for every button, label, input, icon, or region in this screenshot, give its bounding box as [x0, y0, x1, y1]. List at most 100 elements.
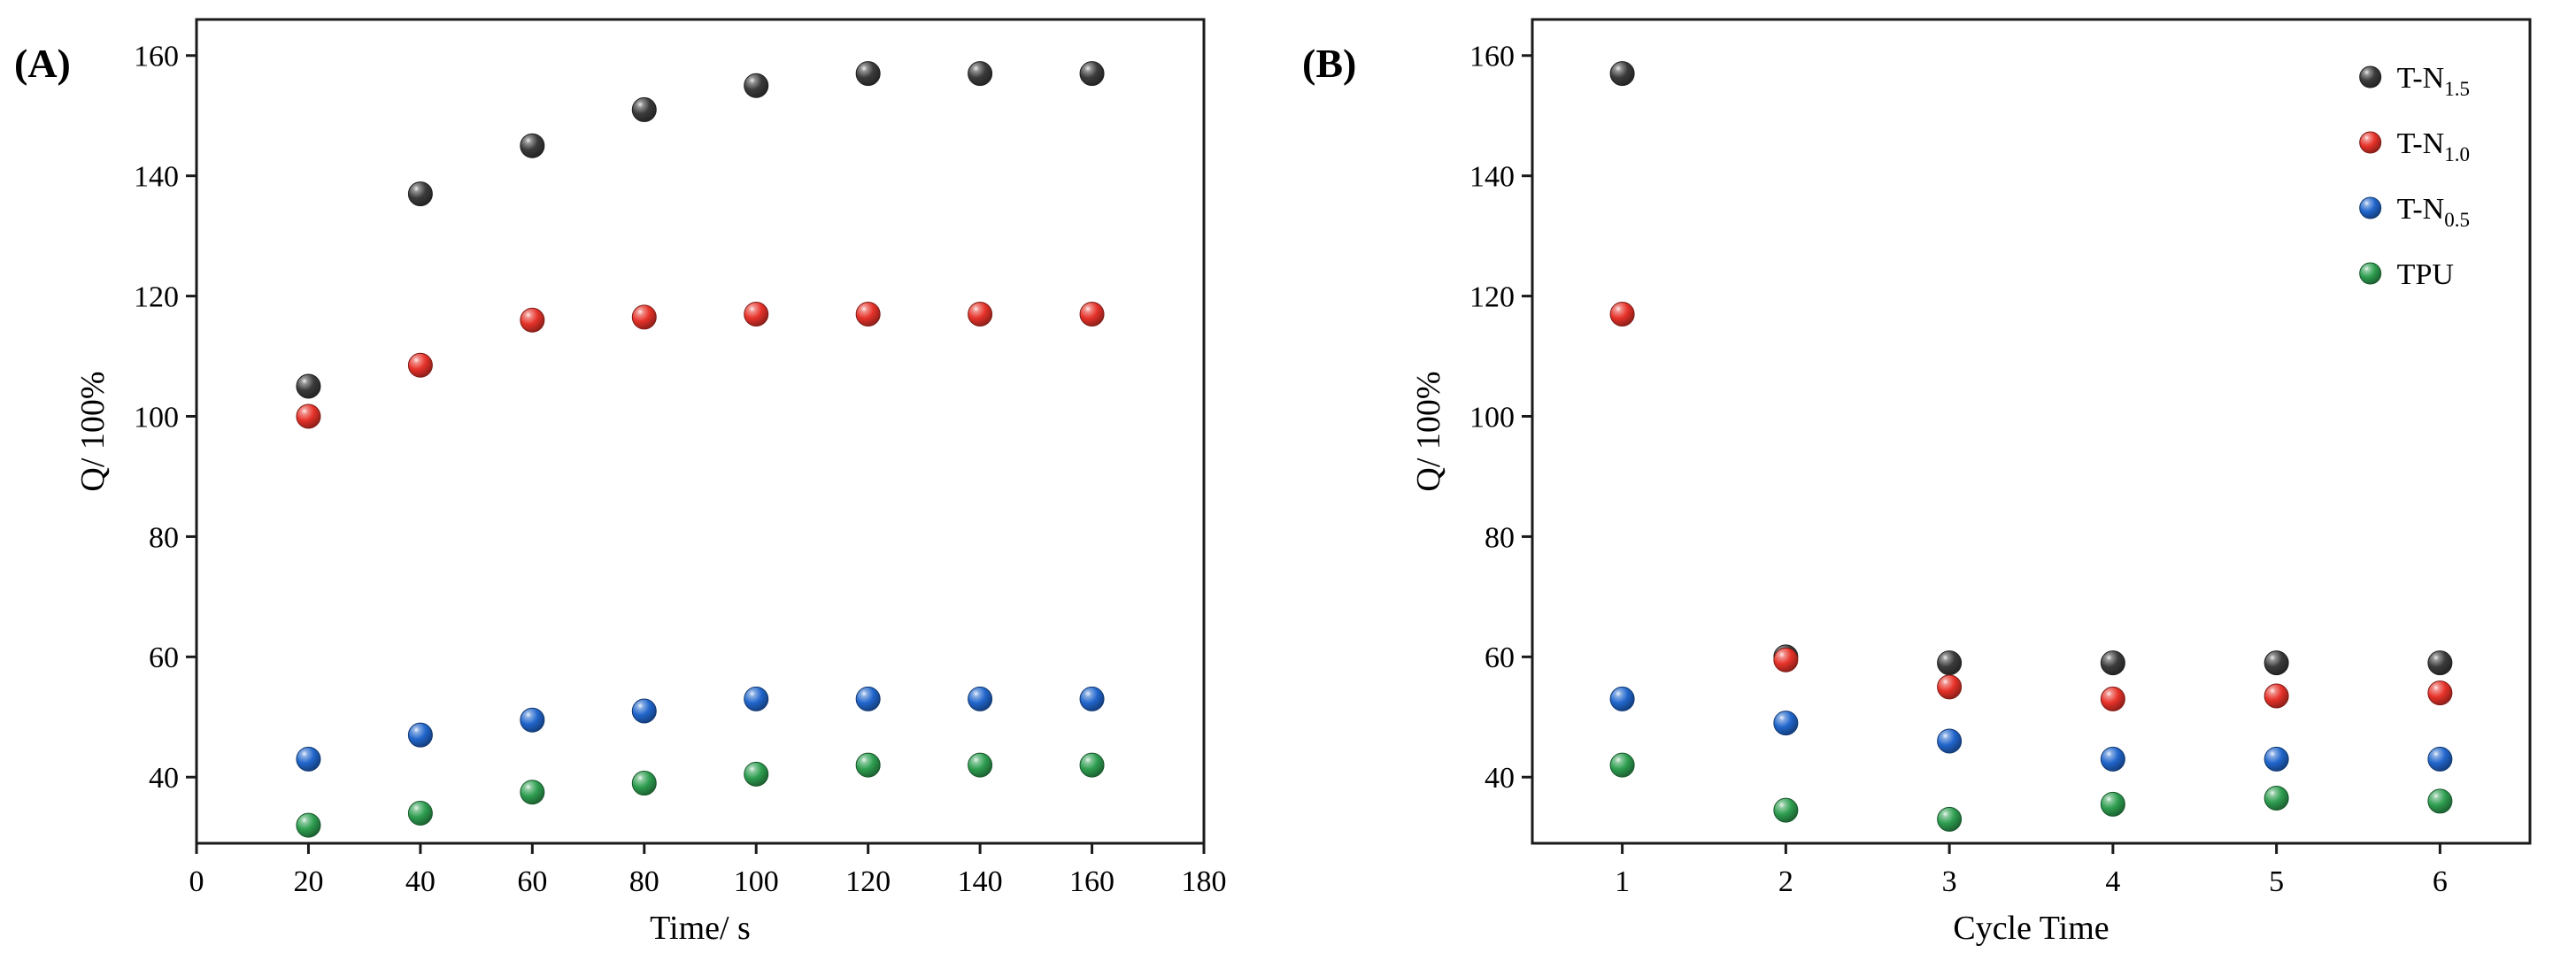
x-tick-label: 140 [958, 865, 1003, 898]
data-point-T-N1.5 [2427, 650, 2453, 676]
data-point-T-N1.0 [968, 301, 993, 327]
y-tick-label: 40 [149, 762, 179, 795]
legend-marker-T-N1.5 [2359, 65, 2382, 88]
data-point-T-N1.0 [2427, 680, 2453, 706]
legend-label-T-N1.5: T-N1.5 [2397, 62, 2470, 100]
data-point-TPU [1079, 752, 1105, 778]
chart-panel-B: 1 2 3 4 5 6 40 60 80 100 120 140 160 Cycle Time Q/ 100… [1302, 18, 2532, 947]
data-point-T-N0.5 [2427, 746, 2453, 772]
x-tick-label: 6 [2433, 865, 2448, 898]
y-tick-label: 60 [1485, 642, 1515, 674]
data-point-T-N1.5 [1937, 650, 1963, 676]
data-point-TPU [407, 801, 433, 826]
data-point-T-N0.5 [855, 686, 881, 711]
data-point-TPU [744, 761, 769, 787]
data-point-TPU [2427, 788, 2453, 814]
data-point-T-N0.5 [407, 722, 433, 748]
x-tick-label: 2 [1778, 865, 1793, 898]
data-point-T-N1.5 [631, 96, 657, 122]
data-point-T-N1.5 [407, 181, 433, 207]
data-point-T-N0.5 [968, 686, 993, 711]
x-tick-label: 1 [1615, 865, 1630, 898]
data-point-T-N0.5 [296, 746, 321, 772]
x-axis-label: Cycle Time [1953, 910, 2109, 947]
y-tick-label: 80 [1485, 521, 1515, 554]
data-point-T-N0.5 [1079, 686, 1105, 711]
y-tick-label: 140 [1469, 161, 1515, 194]
x-tick-label: 3 [1942, 865, 1957, 898]
data-point-T-N1.5 [855, 61, 881, 87]
legend-label-T-N1.0: T-N1.0 [2397, 127, 2470, 165]
data-point-T-N0.5 [1773, 711, 1799, 736]
data-point-T-N1.0 [855, 301, 881, 327]
data-point-T-N1.0 [1079, 301, 1105, 327]
x-axis-label: Time/ s [650, 910, 751, 947]
data-point-T-N1.0 [2264, 683, 2289, 709]
data-point-T-N1.5 [2100, 650, 2125, 676]
data-point-TPU [2264, 786, 2289, 811]
y-tick-label: 100 [134, 401, 179, 434]
plot-frame [195, 18, 1206, 845]
x-tick-label: 5 [2269, 865, 2284, 898]
panel-label: (A) [14, 41, 71, 86]
legend-label-TPU: TPU [2397, 258, 2454, 291]
legend-label-T-N0.5: T-N0.5 [2397, 193, 2470, 231]
y-tick-label: 40 [1485, 762, 1515, 795]
legend-marker-T-N1.0 [2359, 131, 2382, 154]
data-point-T-N1.0 [1937, 674, 1963, 700]
data-point-T-N1.0 [1609, 301, 1635, 327]
y-tick-label: 120 [1469, 281, 1515, 313]
legend-marker-T-N0.5 [2359, 196, 2382, 219]
data-point-T-N1.0 [2100, 686, 2125, 711]
y-tick-label: 100 [1469, 401, 1515, 434]
data-point-T-N1.5 [1079, 61, 1105, 87]
y-tick-label: 60 [149, 642, 179, 674]
data-point-TPU [1609, 752, 1635, 778]
data-point-T-N0.5 [744, 686, 769, 711]
y-tick-label: 160 [1469, 41, 1515, 73]
data-point-T-N1.0 [744, 301, 769, 327]
x-tick-label: 180 [1182, 865, 1227, 898]
y-axis-label: Q/ 100% [74, 371, 112, 491]
data-point-T-N1.0 [407, 352, 433, 378]
data-point-T-N1.0 [631, 304, 657, 330]
data-point-T-N1.0 [1773, 647, 1799, 672]
x-tick-label: 80 [629, 865, 659, 898]
y-tick-label: 140 [134, 161, 179, 194]
data-point-TPU [296, 812, 321, 838]
data-point-T-N0.5 [1937, 728, 1963, 754]
data-point-T-N1.0 [520, 307, 545, 333]
y-axis-label: Q/ 100% [1410, 371, 1447, 491]
data-point-TPU [968, 752, 993, 778]
data-point-T-N1.5 [2264, 650, 2289, 676]
y-tick-label: 160 [134, 41, 179, 73]
data-point-TPU [2100, 791, 2125, 817]
x-tick-label: 0 [189, 865, 204, 898]
data-point-T-N1.5 [968, 61, 993, 87]
data-point-T-N1.5 [520, 133, 545, 158]
chart-panel-A: 0 20 40 60 80 100 120 140 160 180 40 60 80 100 120 140 1… [14, 18, 1227, 947]
x-tick-label: 40 [405, 865, 436, 898]
panel-label: (B) [1302, 41, 1356, 86]
data-point-T-N0.5 [2100, 746, 2125, 772]
x-tick-label: 60 [517, 865, 547, 898]
x-tick-label: 120 [845, 865, 891, 898]
data-point-T-N0.5 [520, 707, 545, 733]
data-point-TPU [1773, 797, 1799, 823]
data-point-TPU [855, 752, 881, 778]
data-point-T-N1.0 [296, 403, 321, 429]
data-point-T-N1.5 [744, 73, 769, 98]
data-point-TPU [631, 771, 657, 796]
plot-frame [1531, 18, 2532, 845]
x-tick-label: 20 [293, 865, 323, 898]
x-tick-label: 160 [1069, 865, 1114, 898]
data-point-TPU [520, 780, 545, 805]
data-point-T-N1.5 [296, 373, 321, 399]
y-tick-label: 80 [149, 521, 179, 554]
data-point-T-N0.5 [1609, 686, 1635, 711]
x-tick-label: 4 [2105, 865, 2120, 898]
data-point-T-N0.5 [2264, 746, 2289, 772]
data-point-TPU [1937, 806, 1963, 832]
legend-marker-TPU [2359, 262, 2382, 285]
